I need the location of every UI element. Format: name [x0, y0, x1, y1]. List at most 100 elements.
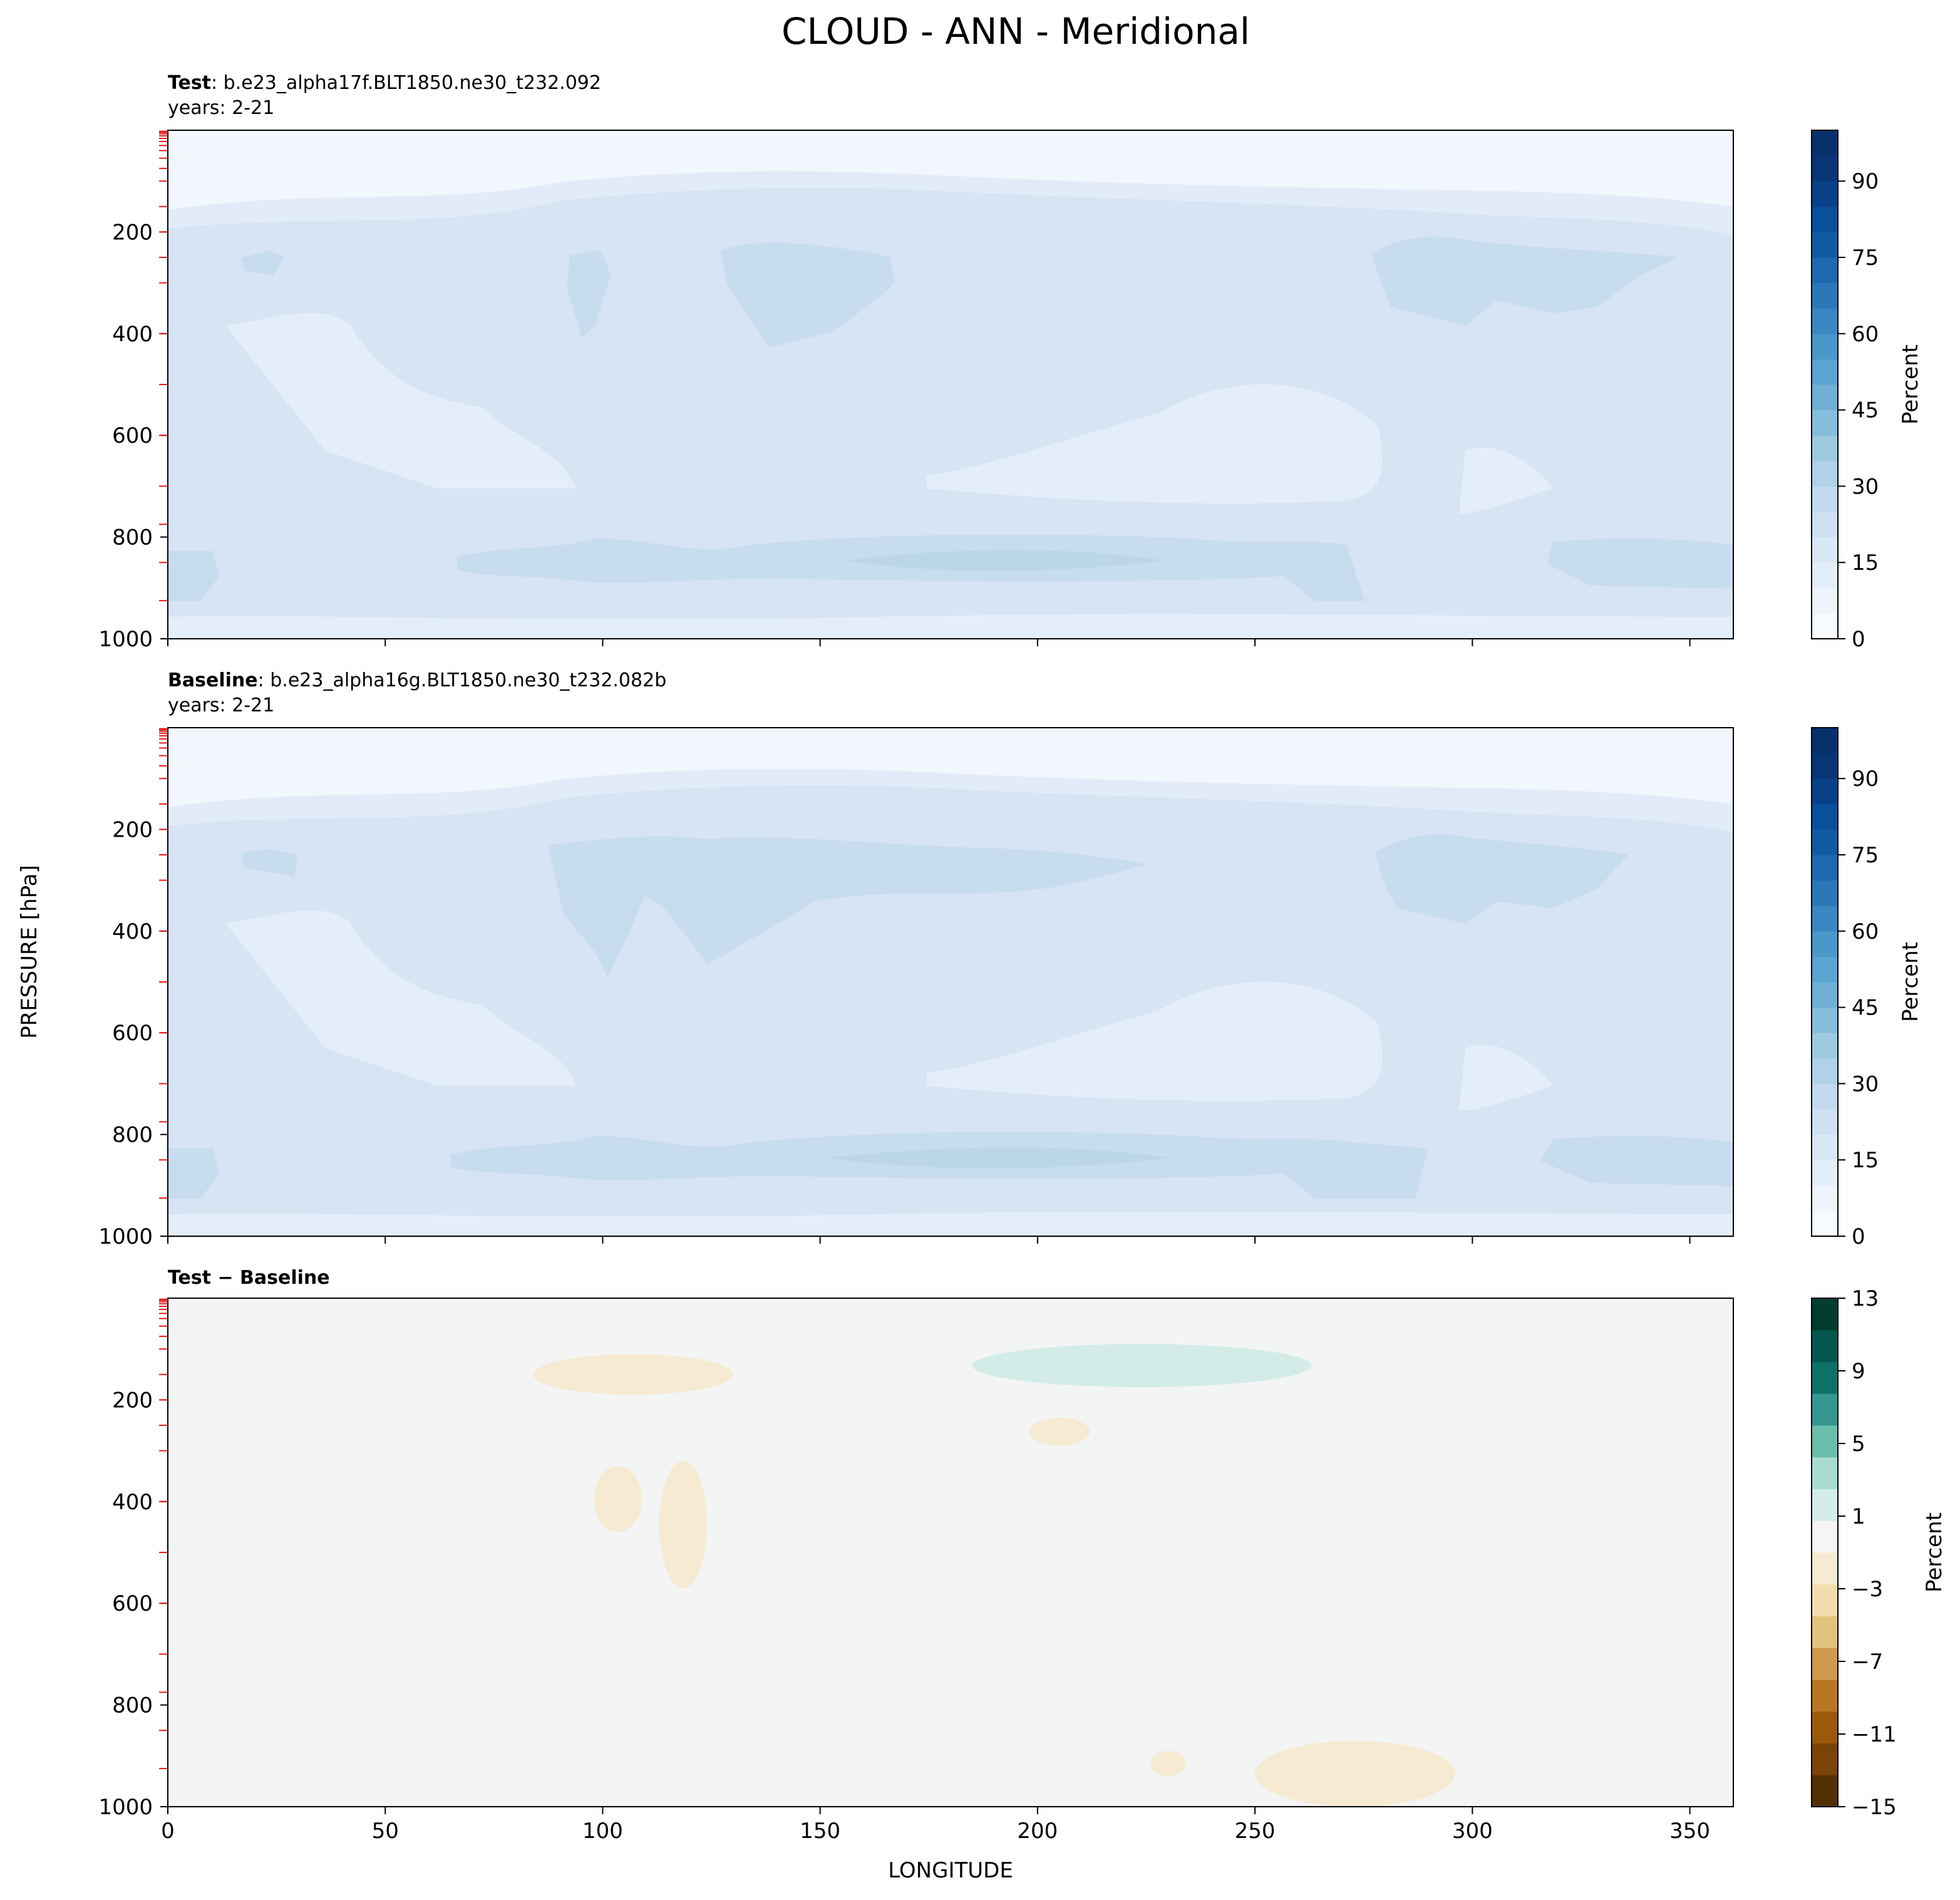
y-tick-label: 600 [112, 423, 153, 448]
colorbar-frame [1811, 727, 1839, 1237]
colorbar-label: Percent [1898, 942, 1923, 1022]
colorbar-tick-label: 45 [1852, 996, 1879, 1021]
colorbar-segment [1812, 1648, 1838, 1680]
colorbar-segment [1812, 385, 1838, 411]
x-tick-label: 350 [1669, 1819, 1710, 1844]
colorbar-segment [1812, 282, 1838, 309]
colorbar-segment [1812, 778, 1838, 805]
y-tick-label: 400 [112, 322, 153, 347]
colorbar-segment [1812, 1185, 1838, 1211]
diff-region-positive [972, 1344, 1312, 1388]
colorbar-baseline: 0 15 30 45 60 75 90 Percent [1811, 727, 1923, 1249]
colorbar-tick-label: −15 [1852, 1795, 1897, 1820]
colorbar-tick-label: 9 [1852, 1359, 1865, 1384]
diff-region-negative [594, 1465, 642, 1532]
x-tick-label: 200 [1017, 1819, 1058, 1844]
colorbar-segment [1812, 1361, 1838, 1394]
colorbar-segment [1812, 1616, 1838, 1648]
colorbar-segment [1812, 232, 1838, 258]
colorbar-tick-label: 45 [1852, 398, 1879, 423]
colorbar-segment [1812, 613, 1838, 639]
y-tick-label: 1000 [98, 1795, 153, 1820]
panel-diff: Test − Baseline 0 50 100 150 200 250 300 350 200… [98, 1267, 1734, 1844]
colorbar-tick-label: 90 [1852, 169, 1879, 194]
colorbar-segment [1812, 855, 1838, 881]
colorbar-segment [1812, 880, 1838, 906]
colorbar-segment [1812, 460, 1838, 487]
colorbar-segment [1812, 486, 1838, 512]
y-tick-label: 400 [112, 919, 153, 944]
colorbar-segment [1812, 1134, 1838, 1160]
colorbar-segment [1812, 1425, 1838, 1458]
colorbar-tick-label: 75 [1852, 843, 1879, 868]
colorbar-tick-label: 30 [1852, 474, 1879, 499]
colorbar-tick-label: 13 [1852, 1286, 1879, 1311]
colorbar-segment [1812, 130, 1838, 157]
x-tick-label: 300 [1452, 1819, 1493, 1844]
colorbar-tick-label: −11 [1852, 1722, 1897, 1747]
panel-baseline-title: Baseline: b.e23_alpha16g.BLT1850.ne30_t2… [168, 669, 666, 691]
colorbar-segment [1812, 333, 1838, 359]
colorbar-segment [1812, 906, 1838, 932]
colorbar-segment [1812, 803, 1838, 830]
colorbar-label: Percent [1898, 344, 1923, 425]
colorbar-segment [1812, 931, 1838, 957]
colorbar-segment [1812, 181, 1838, 207]
colorbar-segment [1812, 1160, 1838, 1186]
diff-region-negative [1255, 1740, 1455, 1807]
colorbar-segment [1812, 1393, 1838, 1426]
panel-test-years: years: 2-21 [168, 97, 274, 119]
colorbar-tick-label: −3 [1852, 1577, 1883, 1602]
colorbar-segment [1812, 1775, 1838, 1807]
panel-test-field [168, 130, 1733, 639]
colorbar-segment [1812, 562, 1838, 589]
colorbar-segment [1812, 1489, 1838, 1521]
panel-diff-field [168, 1298, 1733, 1807]
panel-baseline-label-rest: : b.e23_alpha16g.BLT1850.ne30_t232.082b [258, 669, 667, 691]
x-tick-label: 50 [372, 1819, 399, 1844]
colorbar-tick-label: 0 [1852, 627, 1865, 652]
colorbar-segment [1812, 308, 1838, 334]
colorbar-frame [1811, 1298, 1839, 1807]
colorbar-segment [1812, 1743, 1838, 1775]
y-tick-label: 600 [112, 1591, 153, 1616]
colorbar-tick-label: 5 [1852, 1432, 1865, 1457]
diff-features [533, 1344, 1455, 1807]
panel-test-axes: 200 400 600 800 1000 [98, 130, 1691, 652]
panel-test: Test: b.e23_alpha17f.BLT1850.ne30_t232.0… [98, 72, 1734, 652]
colorbar-label: Percent [1922, 1512, 1947, 1593]
y-tick-label: 800 [112, 1693, 153, 1718]
colorbar-tick-label: 30 [1852, 1071, 1879, 1097]
y-tick-label: 200 [112, 220, 153, 245]
colorbar-segment [1812, 257, 1838, 284]
colorbar-tick-label: 60 [1852, 322, 1879, 347]
panel-diff-title: Test − Baseline [168, 1267, 330, 1289]
panel-diff-axes: 0 50 100 150 200 250 300 350 200 400 600 800 1000 [98, 1298, 1710, 1844]
colorbar-segment [1812, 1680, 1838, 1712]
colorbar-tick-label: 15 [1852, 550, 1879, 576]
x-tick-label: 150 [800, 1819, 840, 1844]
colorbar-segment [1812, 1083, 1838, 1110]
colorbar-segment [1812, 206, 1838, 232]
colorbar-tick-label: 15 [1852, 1148, 1879, 1173]
diff-region-negative [533, 1354, 733, 1395]
colorbar-segment [1812, 512, 1838, 538]
diff-region-negative [659, 1460, 708, 1588]
colorbar-diff: −15 −11 −7 −3 1 5 9 13 Percent [1811, 1286, 1947, 1820]
colorbar-segment [1812, 1007, 1838, 1033]
x-axis-label: LONGITUDE [888, 1858, 1013, 1883]
panel-baseline-years: years: 2-21 [168, 694, 274, 716]
colorbar-segment [1812, 728, 1838, 754]
colorbar-segment [1812, 753, 1838, 779]
colorbar-segment [1812, 1521, 1838, 1553]
colorbar-segment [1812, 829, 1838, 855]
colorbar-test: 0 15 30 45 60 75 90 Percent [1811, 130, 1923, 652]
y-tick-label: 600 [112, 1021, 153, 1046]
panel-baseline-label-bold: Baseline [168, 669, 258, 691]
colorbar-tick-label: −7 [1852, 1650, 1883, 1675]
colorbar-tick-label: 1 [1852, 1504, 1865, 1529]
colorbar-segment [1812, 1211, 1838, 1237]
panel-baseline-axes: 200 400 600 800 1000 [98, 728, 1691, 1249]
colorbar-segment [1812, 1329, 1838, 1362]
colorbar-segment [1812, 1298, 1838, 1331]
